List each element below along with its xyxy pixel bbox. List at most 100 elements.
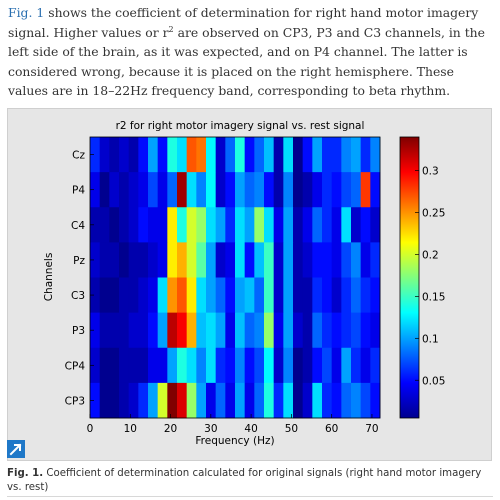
heatmap-cell xyxy=(128,137,139,173)
heatmap-cell xyxy=(273,347,284,384)
heatmap-cell xyxy=(109,207,120,243)
heatmap-cell xyxy=(302,277,313,314)
heatmap-cell xyxy=(235,137,246,173)
heatmap-cell xyxy=(157,277,168,314)
heatmap-cell xyxy=(225,172,236,208)
heatmap-cell xyxy=(302,137,313,173)
heatmap-cell xyxy=(322,277,333,314)
heatmap-cell xyxy=(119,277,130,314)
heatmap-cell xyxy=(264,137,275,173)
y-tick-label: CP3 xyxy=(65,395,85,407)
heatmap-cell xyxy=(273,137,284,173)
heatmap-cell xyxy=(109,137,120,173)
y-tick-label: P3 xyxy=(72,325,85,337)
heatmap-cell xyxy=(225,347,236,384)
heatmap-cell xyxy=(167,242,178,278)
heatmap-cell xyxy=(302,347,313,384)
chart-title: r2 for right motor imagery signal vs. re… xyxy=(116,120,365,132)
heatmap-cell xyxy=(157,312,168,349)
heatmap-cell xyxy=(206,347,217,384)
heatmap-cell xyxy=(119,312,130,349)
heatmap-cell xyxy=(206,277,217,314)
heatmap-cell xyxy=(302,207,313,243)
heatmap-cell xyxy=(167,312,178,349)
heatmap-cell xyxy=(264,382,275,419)
heatmap-cell xyxy=(196,347,207,384)
heatmap-cell xyxy=(119,382,130,419)
heatmap-cell xyxy=(99,277,110,314)
heatmap-cell xyxy=(360,137,371,173)
heatmap-cell xyxy=(177,172,188,208)
heatmap-cell xyxy=(186,347,197,384)
heatmap-cell xyxy=(312,137,323,173)
x-tick-label: 10 xyxy=(124,423,137,435)
heatmap-cell xyxy=(215,312,226,349)
heatmap-cell xyxy=(360,382,371,419)
heatmap-cell xyxy=(351,312,362,349)
x-axis-label: Frequency (Hz) xyxy=(195,435,274,447)
x-ticks: 0 10 20 30 40 50 60 70 xyxy=(87,414,379,435)
y-tick-label: Cz xyxy=(72,150,85,162)
heatmap-cell xyxy=(225,382,236,419)
heatmap-cell xyxy=(215,347,226,384)
heatmap-cell xyxy=(119,137,130,173)
heatmap-cell xyxy=(360,277,371,314)
fig-1-link[interactable]: Fig. 1 xyxy=(8,5,45,20)
heatmap-cell xyxy=(302,382,313,419)
y-tick-label: CP4 xyxy=(65,360,86,372)
colorbar-tick-label: 0.25 xyxy=(422,207,445,219)
heatmap-cell xyxy=(196,242,207,278)
x-tick-label: 50 xyxy=(285,423,298,435)
heatmap-cell xyxy=(99,347,110,384)
heatmap-cell xyxy=(90,172,101,208)
heatmap-cell xyxy=(360,347,371,384)
heatmap-cell xyxy=(254,277,265,314)
heatmap-cell xyxy=(273,277,284,314)
heatmap-cell xyxy=(273,312,284,349)
colorbar-ticks: 0.05 0.1 0.15 0.2 0.25 0.3 xyxy=(415,166,445,387)
heatmap-cell xyxy=(109,382,120,419)
heatmap-cell xyxy=(293,137,304,173)
heatmap-cell xyxy=(293,347,304,384)
y-tick-label: C4 xyxy=(71,220,85,232)
heatmap-cell xyxy=(331,172,342,208)
heatmap-cell xyxy=(283,312,294,349)
plot-frame xyxy=(89,136,381,419)
heatmap-cell xyxy=(283,207,294,243)
y-tick-label: P4 xyxy=(72,185,85,197)
heatmap-cell xyxy=(148,207,159,243)
heatmap-cell xyxy=(177,277,188,314)
heatmap-cell xyxy=(138,207,149,243)
heatmap-cell xyxy=(215,207,226,243)
heatmap-cell xyxy=(148,347,159,384)
heatmap-cell xyxy=(157,137,168,173)
heatmap-cell xyxy=(360,242,371,278)
heatmap-cell xyxy=(312,347,323,384)
heatmap-cell xyxy=(273,207,284,243)
heatmap-cell xyxy=(186,382,197,419)
heatmap-cell xyxy=(177,242,188,278)
heatmap-cell xyxy=(225,137,236,173)
heatmap-cell xyxy=(109,277,120,314)
heatmap-cell xyxy=(244,207,255,243)
heatmap-cell xyxy=(206,172,217,208)
heatmap-cell xyxy=(370,312,381,349)
heatmap-cell xyxy=(322,137,333,173)
heatmap-cell xyxy=(138,137,149,173)
heatmap-cell xyxy=(128,207,139,243)
heatmap-cell xyxy=(90,137,101,173)
heatmap-cell xyxy=(90,347,101,384)
colorbar-tick-label: 0.15 xyxy=(422,291,445,303)
heatmap-cell xyxy=(302,172,313,208)
heatmap-cell xyxy=(128,172,139,208)
heatmap-cell xyxy=(312,277,323,314)
heatmap-cell xyxy=(283,242,294,278)
heatmap-cell xyxy=(244,172,255,208)
heatmap-cell xyxy=(351,382,362,419)
heatmap-cell xyxy=(341,242,352,278)
expand-arrow-icon[interactable] xyxy=(7,440,25,458)
heatmap-cell xyxy=(264,312,275,349)
heatmap-cell xyxy=(186,242,197,278)
heatmap-cell xyxy=(225,277,236,314)
heatmap-cell xyxy=(157,172,168,208)
